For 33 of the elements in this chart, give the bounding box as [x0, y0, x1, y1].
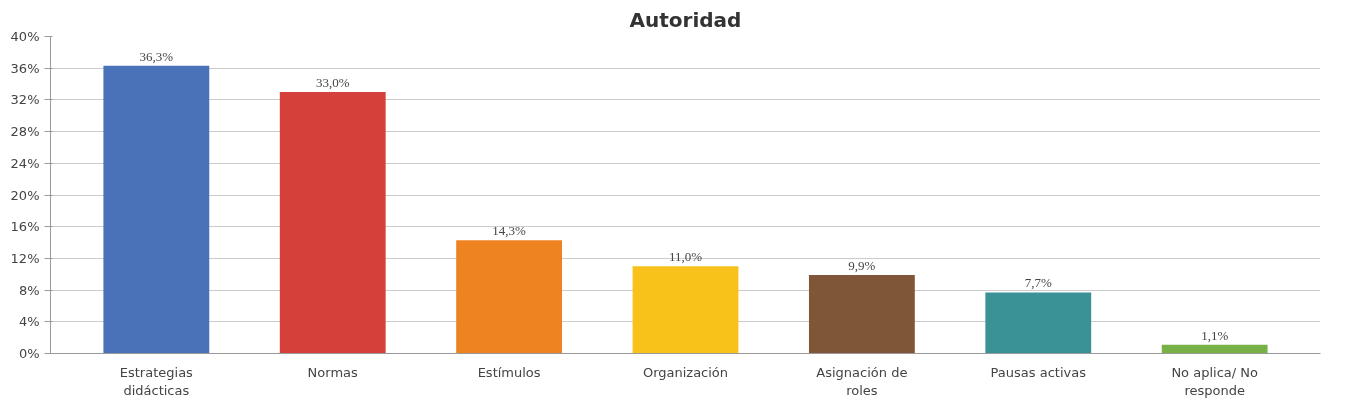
y-tick-label: 16%: [10, 219, 40, 235]
bar: [632, 266, 739, 354]
data-label: 7,7%: [1024, 275, 1052, 291]
data-label: 9,9%: [848, 258, 876, 274]
x-tick-label: Estímulos: [477, 364, 541, 380]
x-tick-label: No aplica/ No responde: [1171, 364, 1258, 398]
y-tick-label: 4%: [18, 314, 40, 330]
y-tick-label: 20%: [10, 187, 40, 203]
y-tick-label: 32%: [10, 92, 40, 108]
bar: [985, 292, 1092, 354]
x-tick-label: Asignación de roles: [816, 364, 908, 398]
data-label: 33,0%: [315, 74, 350, 90]
x-tick-label: Organización: [642, 364, 729, 380]
chart-title: Autoridad: [629, 7, 742, 32]
x-tick-label: Pausas activas: [990, 364, 1087, 380]
bar: [279, 91, 386, 354]
data-label: 1,1%: [1201, 327, 1229, 343]
y-tick-label: 28%: [10, 124, 40, 140]
y-tick-label: 0%: [18, 346, 40, 361]
x-tick-label: Normas: [307, 364, 359, 380]
bar: [103, 65, 210, 354]
bar: [808, 275, 915, 354]
y-tick-label: 40%: [10, 29, 40, 44]
x-tick-label: Estrategias didácticas: [119, 364, 194, 398]
data-label: 36,3%: [139, 48, 174, 64]
y-tick-label: 12%: [10, 250, 40, 266]
bar: [456, 240, 563, 354]
y-tick-label: 36%: [10, 60, 40, 76]
bar: [1161, 344, 1268, 354]
data-label: 11,0%: [668, 249, 703, 265]
y-tick-label: 8%: [18, 282, 40, 298]
y-tick-label: 24%: [10, 155, 40, 171]
data-label: 14,3%: [492, 223, 527, 239]
